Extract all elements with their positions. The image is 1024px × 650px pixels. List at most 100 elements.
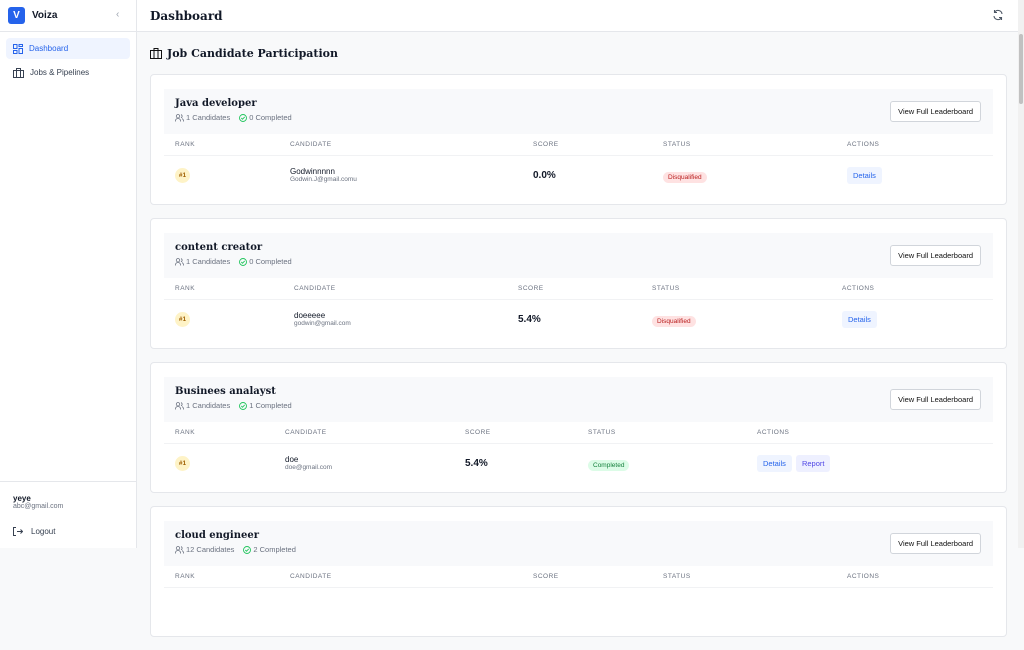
candidate-email: godwin@gmail.com (294, 320, 351, 327)
sidebar: V Voiza ‹ Dashboard Jobs & Pipelines yey… (0, 0, 137, 548)
candidate-name: doe (285, 455, 299, 464)
column-header: STATUS (652, 285, 680, 292)
sidebar-item-label: Jobs & Pipelines (30, 68, 90, 77)
users-icon (175, 257, 184, 266)
check-circle-icon (239, 401, 248, 410)
column-header: STATUS (588, 429, 616, 436)
completed-count: 1 Completed (249, 401, 292, 410)
status-badge: Completed (588, 460, 630, 471)
user-name: yeye (13, 494, 31, 503)
completed-count: 0 Completed (249, 113, 292, 122)
rank-badge: #1 (175, 455, 190, 471)
sidebar-item-dashboard[interactable]: Dashboard (6, 38, 130, 59)
logo: V (8, 7, 25, 24)
view-leaderboard-button[interactable]: View Full Leaderboard (890, 533, 981, 554)
collapse-sidebar-icon[interactable]: ‹ (116, 9, 120, 20)
users-icon (175, 401, 184, 410)
details-button[interactable]: Details (757, 454, 792, 472)
candidate-name: Godwinnnnn (290, 167, 335, 176)
check-circle-icon (243, 545, 252, 554)
app-name: Voiza (32, 10, 58, 21)
table-header: RANK CANDIDATE SCORE STATUS ACTIONS (164, 134, 993, 156)
job-header: cloud engineer 12 Candidates 2 Completed … (164, 521, 993, 566)
topbar: Dashboard (137, 0, 1024, 32)
dashboard-icon (13, 43, 23, 54)
job-card: Businees analayst 1 Candidates 1 Complete… (150, 362, 1007, 493)
candidate-name: doeeeee (294, 311, 326, 320)
user-info: yeye abc@gmail.com Logout (0, 481, 136, 536)
candidate-count: 1 Candidates (186, 401, 231, 410)
table-row: #1 doe doe@gmail.com 5.4% Completed Detai… (164, 444, 993, 482)
job-title: cloud engineer (175, 530, 259, 541)
column-header: SCORE (533, 573, 559, 580)
sidebar-item-jobs[interactable]: Jobs & Pipelines (6, 62, 130, 83)
column-header: CANDIDATE (290, 141, 332, 148)
page-title: Dashboard (150, 8, 223, 23)
column-header: STATUS (663, 573, 691, 580)
column-header: ACTIONS (847, 141, 880, 148)
main-content: Job Candidate Participation Java develop… (150, 32, 1007, 650)
briefcase-icon (13, 67, 24, 78)
refresh-icon[interactable] (992, 9, 1004, 21)
score: 5.4% (518, 313, 541, 325)
logout-label: Logout (31, 527, 56, 536)
sidebar-item-label: Dashboard (29, 44, 69, 53)
column-header: ACTIONS (842, 285, 875, 292)
job-title: Java developer (175, 98, 257, 109)
job-title: content creator (175, 242, 263, 253)
details-button[interactable]: Details (847, 166, 882, 184)
logout-button[interactable]: Logout (13, 527, 136, 536)
score: 5.4% (465, 457, 488, 469)
rank-badge: #1 (175, 311, 190, 327)
section-title: Job Candidate Participation (150, 32, 1007, 74)
briefcase-icon (150, 47, 162, 59)
completed-count: 0 Completed (249, 257, 292, 266)
candidate-count: 12 Candidates (186, 545, 235, 554)
job-card: Java developer 1 Candidates 0 Completed V… (150, 74, 1007, 205)
column-header: SCORE (465, 429, 491, 436)
column-header: RANK (175, 429, 196, 436)
column-header: CANDIDATE (290, 573, 332, 580)
column-header: STATUS (663, 141, 691, 148)
column-header: ACTIONS (757, 429, 790, 436)
report-button[interactable]: Report (795, 454, 831, 472)
status-badge: Disqualified (663, 172, 707, 183)
candidate-email: Godwin.J@gmail.comu (290, 176, 357, 183)
users-icon (175, 113, 184, 122)
brand: V Voiza ‹ (0, 0, 136, 32)
check-circle-icon (239, 257, 248, 266)
job-header: Java developer 1 Candidates 0 Completed V… (164, 89, 993, 134)
candidate-count: 1 Candidates (186, 113, 231, 122)
users-icon (175, 545, 184, 554)
column-header: SCORE (518, 285, 544, 292)
job-card: content creator 1 Candidates 0 Completed … (150, 218, 1007, 349)
scrollbar[interactable] (1018, 0, 1024, 548)
table-row: #1 doeeeee godwin@gmail.com 5.4% Disquali… (164, 300, 993, 338)
view-leaderboard-button[interactable]: View Full Leaderboard (890, 245, 981, 266)
user-email: abc@gmail.com (13, 503, 64, 510)
column-header: RANK (175, 141, 196, 148)
column-header: RANK (175, 573, 196, 580)
table-header: RANK CANDIDATE SCORE STATUS ACTIONS (164, 278, 993, 300)
column-header: CANDIDATE (294, 285, 336, 292)
table-row: #1 Godwinnnnn Godwin.J@gmail.comu 0.0% Di… (164, 156, 993, 194)
table-header: RANK CANDIDATE SCORE STATUS ACTIONS (164, 422, 993, 444)
column-header: CANDIDATE (285, 429, 327, 436)
rank-badge: #1 (175, 167, 190, 183)
job-header: content creator 1 Candidates 0 Completed … (164, 233, 993, 278)
job-title: Businees analayst (175, 386, 276, 397)
column-header: SCORE (533, 141, 559, 148)
check-circle-icon (239, 113, 248, 122)
column-header: ACTIONS (847, 573, 880, 580)
logout-icon (13, 527, 23, 536)
candidate-email: doe@gmail.com (285, 464, 333, 471)
scrollbar-thumb[interactable] (1019, 34, 1023, 104)
view-leaderboard-button[interactable]: View Full Leaderboard (890, 101, 981, 122)
job-card: cloud engineer 12 Candidates 2 Completed … (150, 506, 1007, 637)
table-header: RANK CANDIDATE SCORE STATUS ACTIONS (164, 566, 993, 588)
details-button[interactable]: Details (842, 310, 877, 328)
column-header: RANK (175, 285, 196, 292)
view-leaderboard-button[interactable]: View Full Leaderboard (890, 389, 981, 410)
candidate-count: 1 Candidates (186, 257, 231, 266)
score: 0.0% (533, 169, 556, 181)
